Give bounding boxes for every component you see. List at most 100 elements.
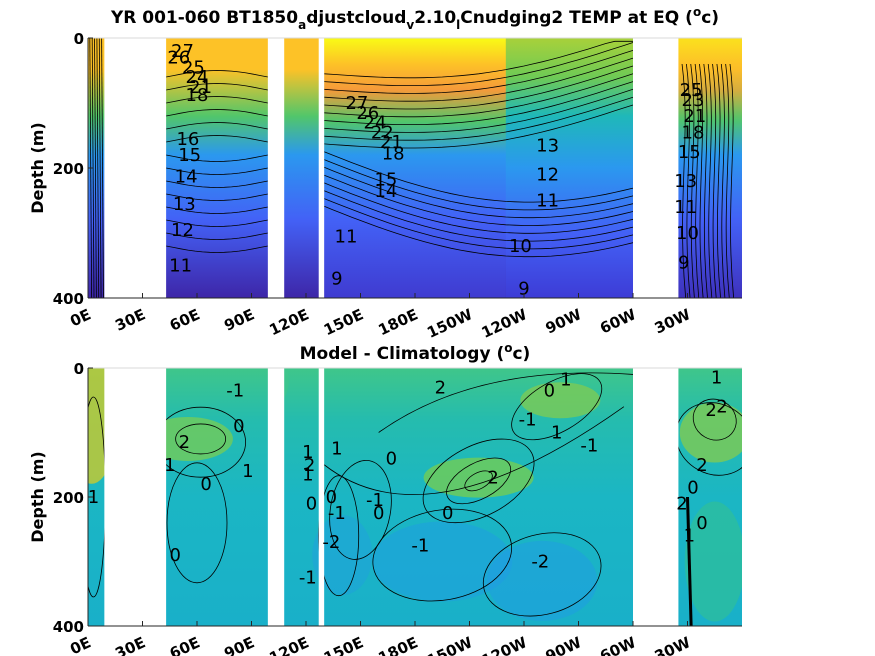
land-gap [267,367,285,627]
anomaly-patch [679,402,742,463]
contour-line [324,151,634,203]
anomaly-patch [372,521,513,602]
contour-line [690,63,695,298]
contour-label: 14 [175,166,198,187]
contour-line [712,63,717,298]
anomaly-patch [684,501,742,622]
contour-label: 11 [335,226,358,247]
contour-line [707,63,713,298]
contour-label: 2 [696,455,707,476]
contour-label: 27 [171,41,194,62]
contour-line [166,232,268,240]
contour-label: -1 [226,381,244,402]
contour-label: 9 [678,252,689,273]
contour-line [422,438,535,524]
contour-line [101,38,104,298]
contour-line [166,193,268,201]
contour-line [324,88,634,133]
contour-label: 0 [326,487,337,508]
contour-label: 0 [306,494,317,515]
contour-label: 9 [518,278,529,299]
contour-line [324,65,634,110]
x-tick-label: 90W [543,305,585,337]
contour-label: -1 [366,490,384,511]
temperature-panel: YR 001-060 BT1850adjustcloudv2.10lCnudgi… [28,5,742,342]
land-gap [104,367,167,627]
contour-line [324,81,634,125]
contour-label: 21 [189,77,212,98]
contour-line [318,475,360,597]
contour-line [324,42,634,86]
contour-labels: 2726252421181615141312112726242221181514… [167,41,706,299]
x-tick-label: 60W [597,633,639,656]
contour-line [692,398,737,441]
contour-label: 15 [178,145,201,166]
contour-line [511,373,603,441]
land-gap [633,367,679,627]
x-tick-label: 180E [375,633,420,656]
contour-label: 13 [674,171,697,192]
contour-label: 0 [169,545,180,566]
contour-line [98,38,102,298]
contour-line [725,63,730,298]
x-tick-label: 30E [112,633,148,656]
contour-label: 2 [487,468,498,489]
y-tick-label: 200 [53,489,84,507]
contour-label: 25 [182,57,205,78]
y-axis-label: Depth (m) [28,451,47,543]
contour-line [166,245,268,253]
contour-line [166,83,268,91]
x-tick-label: 90E [221,633,257,656]
contour-line [482,532,602,617]
contour-label: 23 [682,90,705,111]
contour-line [686,496,693,626]
contour-label: 2 [179,432,190,453]
contour-label: 11 [536,191,559,212]
contour-line [166,167,268,175]
x-tick-label: 0E [67,633,93,656]
contour-label: 10 [509,236,532,257]
x-tick-label: 180E [375,305,420,339]
contour-label: -1 [299,568,317,589]
contour-label: 2 [705,400,716,421]
contour-label: 18 [382,144,405,165]
contour-line [329,459,392,560]
land-gap [318,367,325,627]
contour-label: 9 [331,269,342,290]
contour-label: 21 [683,106,706,127]
contour-line [324,40,633,79]
land-gap [104,37,167,299]
contour-label: 24 [364,113,387,134]
contour-line [694,63,700,298]
land-gap [318,37,325,299]
contour-label: 2 [304,455,315,476]
x-tick-label: 60W [597,305,639,337]
x-tick-label: 120W [479,633,530,656]
contour-line [324,104,634,149]
contour-label: 0 [200,474,211,495]
contour-label: 1 [88,487,99,508]
x-tick-label: 0E [67,305,93,330]
contour-line [166,122,268,130]
anomaly-patch [423,457,534,498]
contour-label: 24 [186,67,209,88]
contour-label: -1 [580,435,598,456]
contour-label: 26 [167,48,190,69]
x-tick-label: 90W [543,633,585,656]
x-tick-label: 120W [479,305,530,342]
land-mask [104,37,679,299]
x-tick-label: 150W [424,305,475,342]
chart-title: Model - Climatology (oc) [300,341,531,364]
contour-label: 26 [356,103,379,124]
contour-line [372,508,513,602]
contour-label: 16 [176,129,199,150]
contour-label: 21 [380,132,403,153]
x-tick-label: 30W [652,305,694,337]
contour-label: 1 [331,439,342,460]
y-tick-label: 0 [74,360,84,378]
contour-line [96,38,100,298]
contour-line [686,63,691,298]
